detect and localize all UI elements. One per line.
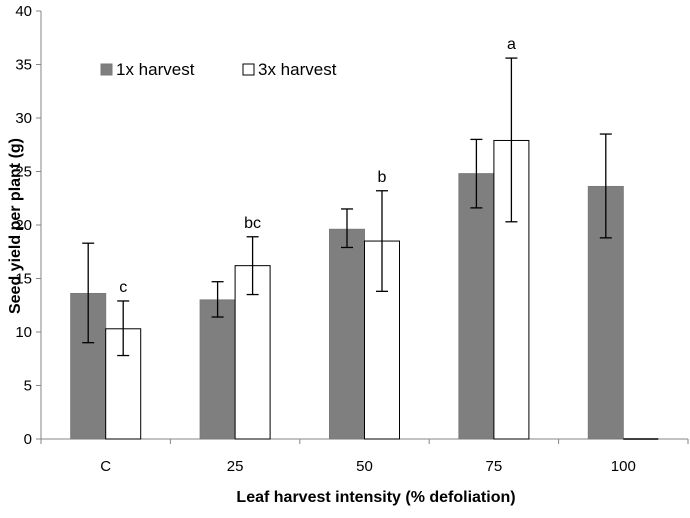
y-tick-label: 0 <box>24 431 32 448</box>
x-axis: C 25 50 75 100 <box>40 438 689 475</box>
x-tick-label: 100 <box>611 458 636 475</box>
legend-label: 1x harvest <box>116 60 195 79</box>
y-tick-label: 15 <box>15 271 32 288</box>
y-axis: 0 5 10 15 20 25 30 35 40 <box>15 3 42 448</box>
bars-layer <box>70 139 659 440</box>
bar <box>458 173 495 440</box>
y-axis-title: Seed yield per plant (g) <box>7 138 24 314</box>
error-bars-layer <box>82 57 612 357</box>
significance-letter: c <box>119 279 127 296</box>
y-tick-label: 40 <box>15 3 32 20</box>
legend: 1x harvest 3x harvest <box>100 60 337 79</box>
x-tick-label: 50 <box>356 458 373 475</box>
y-tick-label: 10 <box>15 324 32 341</box>
bar <box>329 228 365 440</box>
y-tick-label: 25 <box>15 164 32 181</box>
legend-swatch <box>100 63 113 76</box>
significance-letter: bc <box>244 215 261 232</box>
y-tick-label: 5 <box>24 378 32 395</box>
y-tick-label: 30 <box>15 110 32 127</box>
y-tick-label: 20 <box>15 217 32 234</box>
legend-label: 3x harvest <box>258 60 337 79</box>
x-tick-label: 25 <box>227 458 244 475</box>
x-tick-label: 75 <box>486 458 503 475</box>
annotations-layer: c bc b a <box>119 36 516 296</box>
x-tick-label: C <box>100 458 111 475</box>
y-tick-label: 35 <box>15 57 32 74</box>
significance-letter: a <box>507 36 516 53</box>
bar <box>199 299 236 440</box>
legend-swatch <box>242 63 255 76</box>
significance-letter: b <box>378 169 387 186</box>
x-axis-title: Leaf harvest intensity (% defoliation) <box>236 489 515 506</box>
